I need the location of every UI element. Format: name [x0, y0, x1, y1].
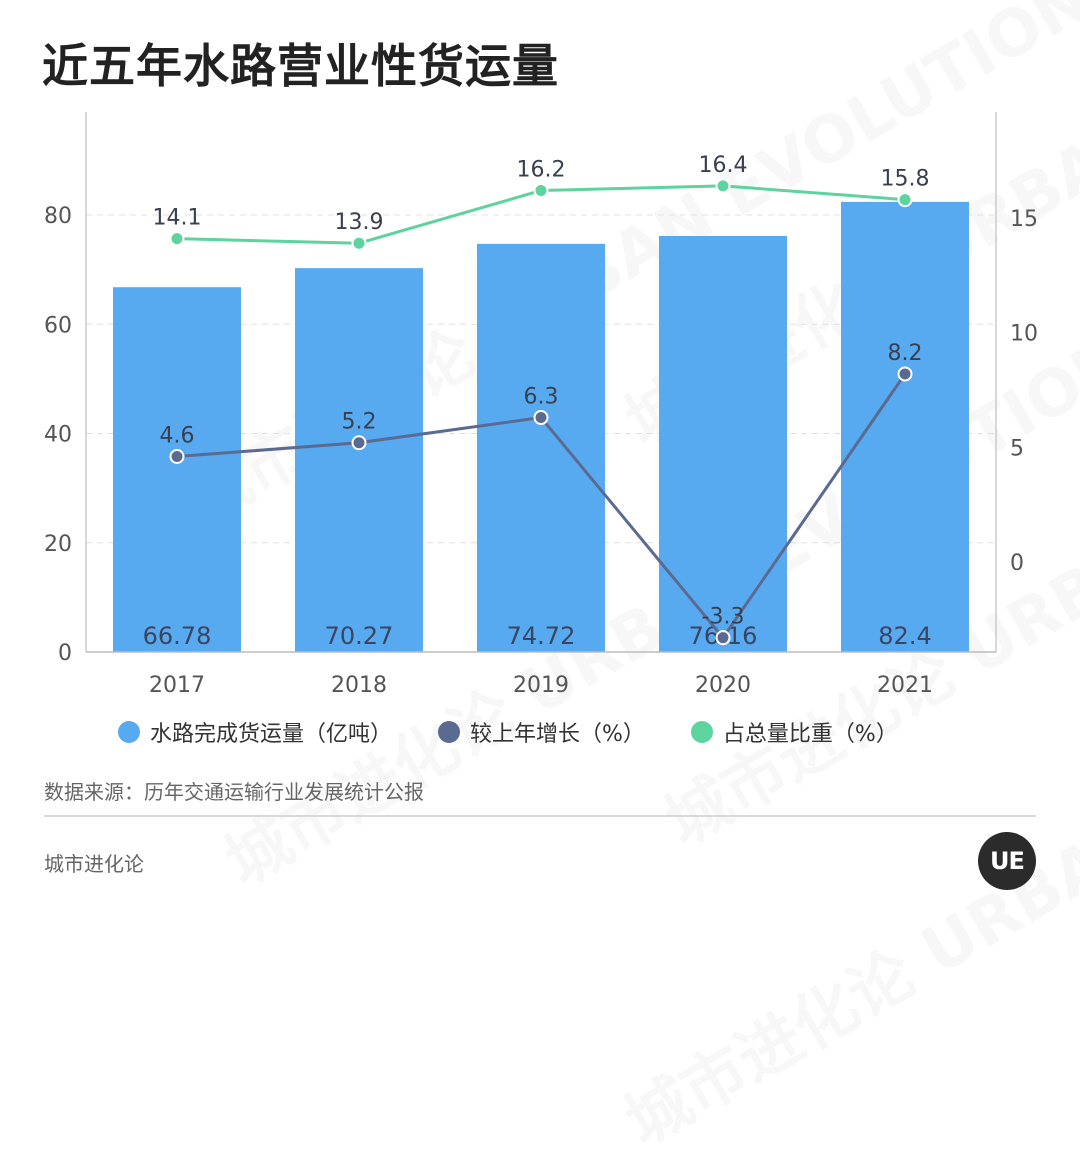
x-tick-label: 2021 [877, 673, 933, 698]
legend-swatch-share [690, 721, 713, 743]
bar-value-label: 82.4 [878, 622, 931, 650]
share-data-label: 14.1 [153, 206, 202, 231]
brand-logo: UE [978, 832, 1036, 890]
left-tick-label: 0 [58, 641, 72, 666]
share-point [715, 178, 731, 194]
left-tick-label: 40 [44, 423, 72, 448]
share-point [351, 235, 367, 251]
growth-point [897, 366, 913, 382]
x-tick-label: 2017 [149, 673, 205, 698]
right-tick-label: 10 [1010, 322, 1038, 347]
bar [659, 235, 787, 652]
growth-data-label: -3.3 [702, 605, 745, 630]
data-source: 数据来源：历年交通运输行业发展统计公报 [44, 780, 424, 804]
left-tick-label: 80 [44, 204, 72, 229]
legend-item-volume[interactable]: 水路完成货运量（亿吨） [118, 716, 392, 748]
legend-swatch-growth [438, 721, 461, 743]
legend-label-share: 占总量比重（%） [722, 722, 898, 747]
bar-value-label: 74.72 [507, 622, 576, 650]
legend-label-growth: 较上年增长（%） [470, 722, 645, 747]
growth-data-label: 5.2 [342, 410, 377, 435]
growth-point [351, 435, 367, 451]
left-tick-label: 20 [44, 532, 72, 557]
growth-point [169, 449, 185, 465]
brand-name: 城市进化论 [44, 852, 144, 876]
share-data-label: 15.8 [881, 167, 930, 192]
chart-title: 近五年水路营业性货运量 [42, 39, 559, 93]
share-data-label: 13.9 [335, 210, 384, 235]
growth-data-label: 8.2 [888, 341, 923, 366]
growth-data-label: 6.3 [524, 385, 559, 410]
right-tick-label: 5 [1010, 436, 1024, 461]
growth-point [533, 410, 549, 426]
divider [44, 815, 1036, 817]
legend-item-growth[interactable]: 较上年增长（%） [438, 716, 645, 748]
bar-value-label: 66.78 [143, 622, 212, 650]
legend-label-volume: 水路完成货运量（亿吨） [150, 722, 393, 747]
bar [477, 243, 605, 653]
bar [295, 268, 423, 652]
share-data-label: 16.2 [517, 157, 566, 182]
legend: 水路完成货运量（亿吨） 较上年增长（%） 占总量比重（%） [118, 716, 944, 748]
bar-value-label: 70.27 [325, 622, 394, 650]
growth-data-label: 4.6 [160, 424, 195, 449]
growth-point [715, 630, 731, 646]
legend-swatch-volume [118, 721, 140, 743]
share-point [533, 182, 549, 198]
left-tick-label: 60 [44, 313, 72, 338]
x-tick-label: 2019 [513, 673, 569, 698]
share-data-label: 16.4 [699, 153, 748, 178]
legend-item-share[interactable]: 占总量比重（%） [690, 716, 898, 748]
bar [113, 287, 241, 652]
bar [841, 201, 969, 652]
right-tick-label: 0 [1010, 551, 1024, 576]
x-tick-label: 2018 [331, 673, 387, 698]
share-point [169, 231, 185, 247]
share-point [897, 192, 913, 208]
combo-chart: 0 20 40 60 80 0 5 10 15 2017 2018 2019 2020 2021 66.78… [44, 112, 1038, 698]
right-tick-label: 15 [1010, 207, 1038, 232]
x-tick-label: 2020 [695, 673, 751, 698]
